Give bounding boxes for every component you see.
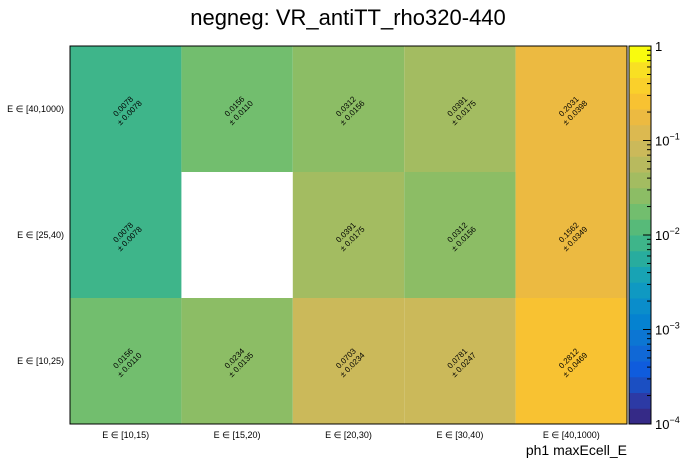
- colorbar-segment: [629, 46, 651, 63]
- heatmap-cells: [70, 46, 627, 424]
- colorbar-segment: [629, 93, 651, 110]
- colorbar-segment: [629, 266, 651, 283]
- colorbar-segment: [629, 219, 651, 236]
- heatmap-cell: [292, 172, 405, 298]
- chart-title: negneg: VR_antiTT_rho320-440: [190, 5, 506, 30]
- colorbar-tick-label: 1: [655, 39, 662, 54]
- colorbar-tick-label: 10−4: [655, 415, 680, 432]
- colorbar-segment: [629, 203, 651, 220]
- heatmap-cell: [515, 298, 627, 424]
- colorbar-segment: [629, 156, 651, 173]
- heatmap-cell: [404, 298, 516, 424]
- heatmap-cell: [70, 172, 182, 298]
- colorbar-segment: [629, 345, 651, 362]
- heatmap-cell: [181, 298, 293, 424]
- colorbar-segment: [629, 77, 651, 94]
- x-tick-label: E ∈ [40,1000): [543, 430, 600, 440]
- colorbar-segment: [629, 361, 651, 378]
- colorbar-tick-label: 10−2: [655, 226, 680, 243]
- heatmap-cell: [515, 172, 627, 298]
- axes: E ∈ [10,15) E ∈ [15,20) E ∈ [20,30) E ∈ [30…: [7, 104, 600, 440]
- x-tick-label: E ∈ [10,15): [102, 430, 149, 440]
- colorbar-segment: [629, 140, 651, 157]
- colorbar-segment: [629, 282, 651, 299]
- heatmap-cell: [70, 298, 182, 424]
- heatmap-cell: [181, 46, 293, 172]
- x-tick-label: E ∈ [30,40): [436, 430, 483, 440]
- colorbar-segment: [629, 392, 651, 409]
- x-axis-title: ph1 maxEcell_E: [526, 442, 627, 458]
- colorbar-segment: [629, 376, 651, 393]
- colorbar: 1 10−1 10−2 10−3 10−4: [628, 39, 680, 432]
- colorbar-segment: [629, 250, 651, 267]
- heatmap-cell: [404, 46, 516, 172]
- heatmap-cell: [404, 172, 516, 298]
- x-tick-label: E ∈ [20,30): [325, 430, 372, 440]
- y-tick-label: E ∈ [10,25): [17, 356, 64, 366]
- colorbar-segment: [629, 61, 651, 78]
- colorbar-segment: [629, 408, 651, 425]
- heatmap-cell: [292, 298, 405, 424]
- colorbar-segment: [629, 124, 651, 141]
- colorbar-tick-label: 10−3: [655, 321, 680, 338]
- colorbar-segment: [629, 313, 651, 330]
- heatmap-cell: [515, 46, 627, 172]
- colorbar-segment: [629, 329, 651, 346]
- plot-frame: [69, 45, 628, 425]
- colorbar-segment: [629, 187, 651, 204]
- colorbar-segment: [629, 109, 651, 126]
- y-tick-label: E ∈ [25,40): [17, 230, 64, 240]
- colorbar-segment: [629, 172, 651, 189]
- x-tick-label: E ∈ [15,20): [214, 430, 261, 440]
- y-tick-label: E ∈ [40,1000): [7, 104, 64, 114]
- colorbar-tick-label: 10−1: [655, 132, 680, 149]
- heatmap-cell: [70, 46, 182, 172]
- colorbar-segment: [629, 298, 651, 315]
- colorbar-segment: [629, 235, 651, 252]
- heatmap-cell: [292, 46, 405, 172]
